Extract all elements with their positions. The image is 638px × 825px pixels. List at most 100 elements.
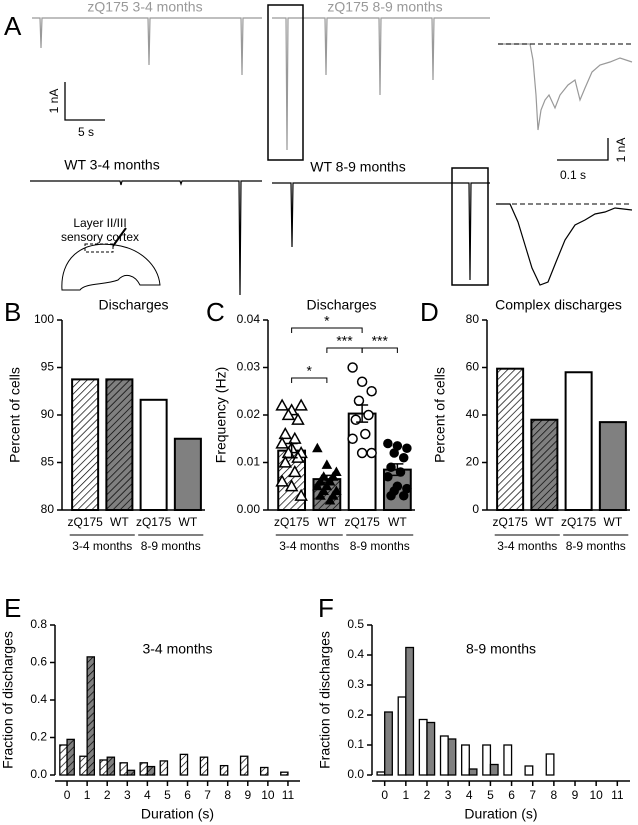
y-tick-label: 0.0 [30,767,47,781]
panel-label: D [420,297,439,327]
significance-label: * [324,313,330,329]
y-tick-label: 0.6 [30,655,47,669]
x-tick-label: 6 [508,788,515,802]
x-tick-label: 0 [381,788,388,802]
y-tick-label: 0.4 [347,647,364,661]
bar [397,696,407,776]
y-axis-label: Fraction of discharges [317,631,333,769]
trace [32,17,262,76]
data-point [383,438,393,449]
significance-bracket [291,377,328,383]
inset-trace [496,203,633,286]
bar [347,412,377,512]
data-point [275,436,289,449]
y-tick-label: 100 [34,312,54,326]
y-axis-label: Frequency (Hz) [213,367,229,463]
bar [496,367,525,511]
bar [598,421,627,511]
bar [376,771,386,776]
x-tick-label: 2 [424,788,431,802]
bar [447,738,457,776]
panel-label: B [4,297,21,327]
data-point [356,376,368,387]
bar [119,762,128,776]
y-axis-label: Percent of cells [432,367,448,463]
annotation: 8-9 months [466,641,536,657]
y-tick-label: 85 [41,455,55,469]
x-tick-label: WT [110,515,129,529]
x-tick-label: 10 [589,788,603,802]
x-tick-label: zQ175 [561,515,597,529]
x-tick-label: WT [604,515,623,529]
schematic-label: sensory cortex [61,230,139,244]
bar [418,718,428,776]
data-point [347,362,358,373]
significance-label: *** [336,333,353,349]
x-tick-label: 6 [184,788,191,802]
x-tick-label: 11 [611,788,624,802]
y-tick-label: 0.8 [30,617,47,631]
x-tick-label: 11 [282,788,295,802]
significance-label: * [307,363,313,379]
y-tick-label: 20 [466,455,480,469]
significance-label: *** [372,333,389,349]
x-tick-label: WT [318,515,337,529]
zq175-traces [32,17,633,151]
bar [71,378,100,511]
data-point [312,480,323,491]
group-label: 8-9 months [141,539,201,553]
x-tick-label: 7 [529,788,536,802]
bar [173,437,202,511]
data-point [321,459,333,469]
data-point [398,453,409,463]
data-point [356,447,368,459]
y-tick-label: 0.03 [237,360,261,374]
x-tick-label: 2 [104,788,111,802]
y-tick-label: 0.4 [30,692,47,706]
y-tick-label: 0.01 [237,455,261,469]
y-axis-label: Percent of cells [7,367,23,463]
data-point [386,462,396,472]
x-tick-label: 3 [445,788,452,802]
panel-label: A [4,11,22,41]
scale-label: 1 nA [614,138,628,163]
data-point [281,407,296,421]
y-tick-label: 80 [466,312,480,326]
x-tick-label: 8 [551,788,558,802]
bar [280,771,289,776]
group-label: 3-4 months [497,539,557,553]
scale-bar [557,138,609,161]
bar [199,756,209,776]
trace-label: WT 8-9 months [310,159,405,175]
data-point [353,395,365,406]
bar [139,762,149,776]
x-tick-label: zQ175 [274,515,310,529]
data-point [278,455,293,468]
data-point [363,409,374,421]
bar [146,765,156,776]
trace [272,17,490,151]
data-point [366,386,377,397]
chart-title: Complex discharges [495,297,622,313]
y-tick-label: 0.5 [347,617,364,631]
y-tick-label: 0.0 [347,767,364,781]
electrode [112,227,127,247]
data-point [386,491,396,501]
y-tick-label: 95 [41,360,55,374]
error-bar [391,463,404,477]
bar [159,760,169,776]
x-tick-label: zQ175 [136,515,172,529]
y-tick-label: 0.02 [237,407,261,421]
x-tick-label: 5 [164,788,171,802]
data-point [383,472,393,482]
error-bar [356,404,369,423]
x-tick-label: WT [388,515,407,529]
scale-label: 0.1 s [560,168,586,182]
significance-bracket [361,347,398,353]
bar [405,646,415,776]
inset-trace [498,43,633,131]
chart-title: Discharges [98,297,168,313]
error-bar [285,442,298,459]
group-label: 8-9 months [566,539,626,553]
bar [179,753,189,776]
